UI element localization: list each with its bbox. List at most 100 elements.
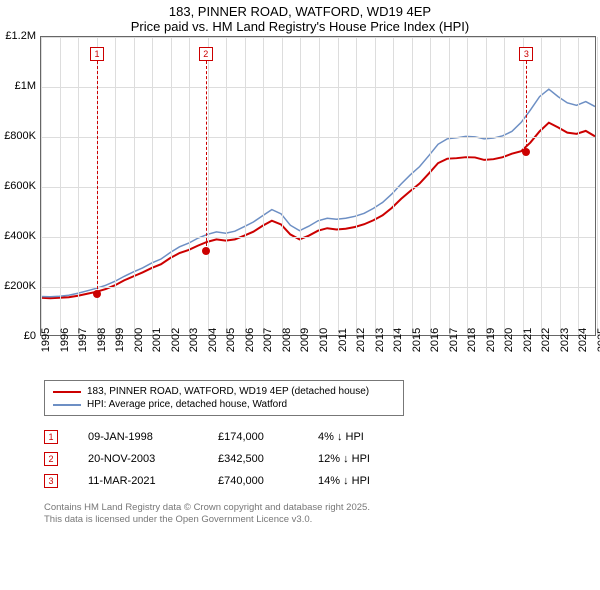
grid-line-v bbox=[319, 37, 320, 335]
sale-price: £342,500 bbox=[218, 453, 318, 465]
grid-line-v bbox=[504, 37, 505, 335]
x-tick-label: 2017 bbox=[448, 328, 460, 352]
x-tick-label: 2024 bbox=[577, 328, 589, 352]
sale-price: £740,000 bbox=[218, 475, 318, 487]
grid-line-v bbox=[486, 37, 487, 335]
chart-area: £0£200K£400K£600K£800K£1M£1.2M 123 19951… bbox=[0, 36, 600, 376]
marker-dot bbox=[522, 148, 530, 156]
x-tick-label: 2025 bbox=[596, 328, 600, 352]
x-tick-label: 1999 bbox=[114, 328, 126, 352]
grid-line-v bbox=[78, 37, 79, 335]
y-tick-label: £400K bbox=[4, 230, 36, 242]
grid-line-v bbox=[375, 37, 376, 335]
grid-line-v bbox=[467, 37, 468, 335]
legend-row: 183, PINNER ROAD, WATFORD, WD19 4EP (det… bbox=[53, 385, 395, 398]
grid-line-v bbox=[226, 37, 227, 335]
x-tick-label: 2023 bbox=[559, 328, 571, 352]
grid-line-v bbox=[189, 37, 190, 335]
y-axis: £0£200K£400K£600K£800K£1M£1.2M bbox=[0, 36, 40, 336]
x-tick-label: 2019 bbox=[485, 328, 497, 352]
sale-diff: 14% ↓ HPI bbox=[318, 475, 408, 487]
grid-line-h bbox=[41, 187, 595, 188]
footer-line2: This data is licensed under the Open Gov… bbox=[44, 514, 600, 526]
x-tick-label: 2020 bbox=[503, 328, 515, 352]
y-tick-label: £1M bbox=[15, 80, 36, 92]
grid-line-h bbox=[41, 37, 595, 38]
series-line bbox=[41, 123, 595, 299]
grid-line-v bbox=[208, 37, 209, 335]
address-title: 183, PINNER ROAD, WATFORD, WD19 4EP bbox=[0, 4, 600, 19]
x-tick-label: 2003 bbox=[188, 328, 200, 352]
x-tick-label: 2011 bbox=[337, 328, 349, 352]
footer-line1: Contains HM Land Registry data © Crown c… bbox=[44, 502, 600, 514]
y-tick-label: £600K bbox=[4, 180, 36, 192]
grid-line-v bbox=[152, 37, 153, 335]
x-tick-label: 2013 bbox=[374, 328, 386, 352]
grid-line-v bbox=[300, 37, 301, 335]
sale-row: 1 09-JAN-1998£174,0004% ↓ HPI bbox=[44, 426, 600, 448]
grid-line-v bbox=[356, 37, 357, 335]
sale-row: 311-MAR-2021£740,00014% ↓ HPI bbox=[44, 470, 600, 492]
sale-marker-box: 3 bbox=[44, 474, 58, 488]
x-tick-label: 2001 bbox=[151, 328, 163, 352]
x-tick-label: 2006 bbox=[244, 328, 256, 352]
sale-marker-box: 1 bbox=[44, 430, 58, 444]
sale-price: £174,000 bbox=[218, 431, 318, 443]
grid-line-v bbox=[134, 37, 135, 335]
x-tick-label: 2000 bbox=[133, 328, 145, 352]
grid-line-h bbox=[41, 237, 595, 238]
x-tick-label: 2021 bbox=[522, 328, 534, 352]
grid-line-v bbox=[412, 37, 413, 335]
marker-vline bbox=[206, 61, 207, 251]
x-tick-label: 2004 bbox=[207, 328, 219, 352]
sale-marker-box: 2 bbox=[44, 452, 58, 466]
chart-header: 183, PINNER ROAD, WATFORD, WD19 4EP Pric… bbox=[0, 0, 600, 36]
legend-label: 183, PINNER ROAD, WATFORD, WD19 4EP (det… bbox=[87, 386, 369, 397]
footer-attribution: Contains HM Land Registry data © Crown c… bbox=[44, 502, 600, 527]
grid-line-v bbox=[115, 37, 116, 335]
grid-line-v bbox=[541, 37, 542, 335]
y-tick-label: £800K bbox=[4, 130, 36, 142]
sale-diff: 4% ↓ HPI bbox=[318, 431, 408, 443]
x-tick-label: 2012 bbox=[355, 328, 367, 352]
chart-lines-svg bbox=[41, 37, 595, 335]
sale-diff: 12% ↓ HPI bbox=[318, 453, 408, 465]
grid-line-h bbox=[41, 87, 595, 88]
grid-line-v bbox=[41, 37, 42, 335]
y-tick-label: £0 bbox=[24, 330, 36, 342]
x-tick-label: 1995 bbox=[40, 328, 52, 352]
grid-line-v bbox=[338, 37, 339, 335]
marker-box: 1 bbox=[90, 47, 104, 61]
x-tick-label: 2015 bbox=[411, 328, 423, 352]
x-axis: 1995199619971998199920002001200220032004… bbox=[40, 336, 596, 376]
plot-area: 123 bbox=[40, 36, 596, 336]
x-tick-label: 1998 bbox=[96, 328, 108, 352]
grid-line-v bbox=[449, 37, 450, 335]
sales-table: 1 09-JAN-1998£174,0004% ↓ HPI 2 20-NOV-2003… bbox=[44, 426, 600, 492]
subtitle: Price paid vs. HM Land Registry's House … bbox=[0, 19, 600, 34]
x-tick-label: 2007 bbox=[262, 328, 274, 352]
grid-line-v bbox=[245, 37, 246, 335]
legend-label: HPI: Average price, detached house, Watf… bbox=[87, 399, 287, 410]
grid-line-v bbox=[578, 37, 579, 335]
grid-line-h bbox=[41, 287, 595, 288]
sale-date: 20-NOV-2003 bbox=[88, 453, 218, 465]
marker-box: 3 bbox=[519, 47, 533, 61]
legend-swatch bbox=[53, 391, 81, 393]
grid-line-v bbox=[523, 37, 524, 335]
grid-line-v bbox=[430, 37, 431, 335]
x-tick-label: 2005 bbox=[225, 328, 237, 352]
x-tick-label: 2008 bbox=[281, 328, 293, 352]
x-tick-label: 2014 bbox=[392, 328, 404, 352]
sale-row: 2 20-NOV-2003£342,50012% ↓ HPI bbox=[44, 448, 600, 470]
grid-line-v bbox=[263, 37, 264, 335]
x-tick-label: 2002 bbox=[170, 328, 182, 352]
marker-vline bbox=[97, 61, 98, 294]
marker-vline bbox=[526, 61, 527, 152]
x-tick-label: 2010 bbox=[318, 328, 330, 352]
x-tick-label: 2018 bbox=[466, 328, 478, 352]
grid-line-h bbox=[41, 137, 595, 138]
sale-date: 09-JAN-1998 bbox=[88, 431, 218, 443]
grid-line-v bbox=[60, 37, 61, 335]
series-line bbox=[41, 89, 595, 297]
